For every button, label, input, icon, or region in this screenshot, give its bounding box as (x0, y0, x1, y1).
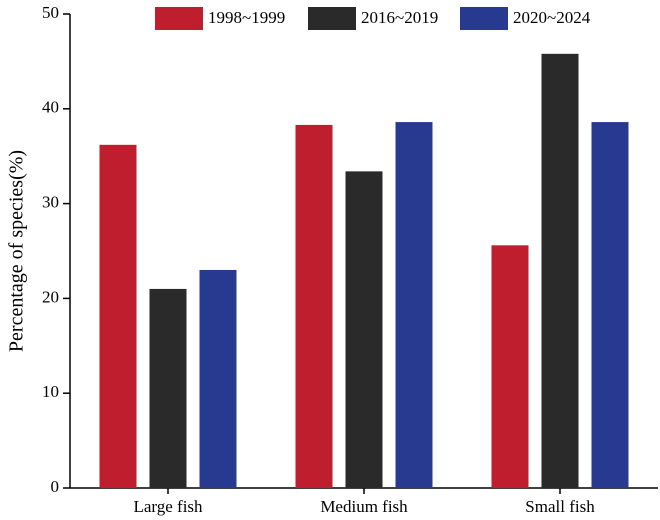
x-tick-label: Medium fish (320, 497, 408, 516)
bar (491, 245, 529, 488)
y-tick-label: 10 (42, 382, 59, 401)
bar (395, 122, 433, 489)
y-tick-label: 20 (42, 287, 59, 306)
legend-swatch (308, 7, 356, 30)
y-tick-label: 0 (51, 477, 60, 496)
y-tick-label: 40 (42, 98, 59, 117)
legend-label: 2016~2019 (361, 8, 438, 27)
bar (149, 288, 187, 488)
y-tick-label: 30 (42, 193, 59, 212)
legend-label: 2020~2024 (513, 8, 591, 27)
y-axis-label: Percentage of species(%) (6, 150, 28, 352)
bar (295, 124, 333, 488)
x-tick-label: Small fish (525, 497, 595, 516)
x-tick-label: Large fish (133, 497, 203, 516)
y-tick-label: 50 (42, 3, 59, 22)
legend-swatch (155, 7, 203, 30)
bar (591, 122, 629, 489)
bar (199, 269, 237, 488)
legend-label: 1998~1999 (208, 8, 285, 27)
bar (541, 53, 579, 488)
legend-swatch (460, 7, 508, 30)
bar (99, 144, 137, 488)
bar (345, 171, 383, 489)
